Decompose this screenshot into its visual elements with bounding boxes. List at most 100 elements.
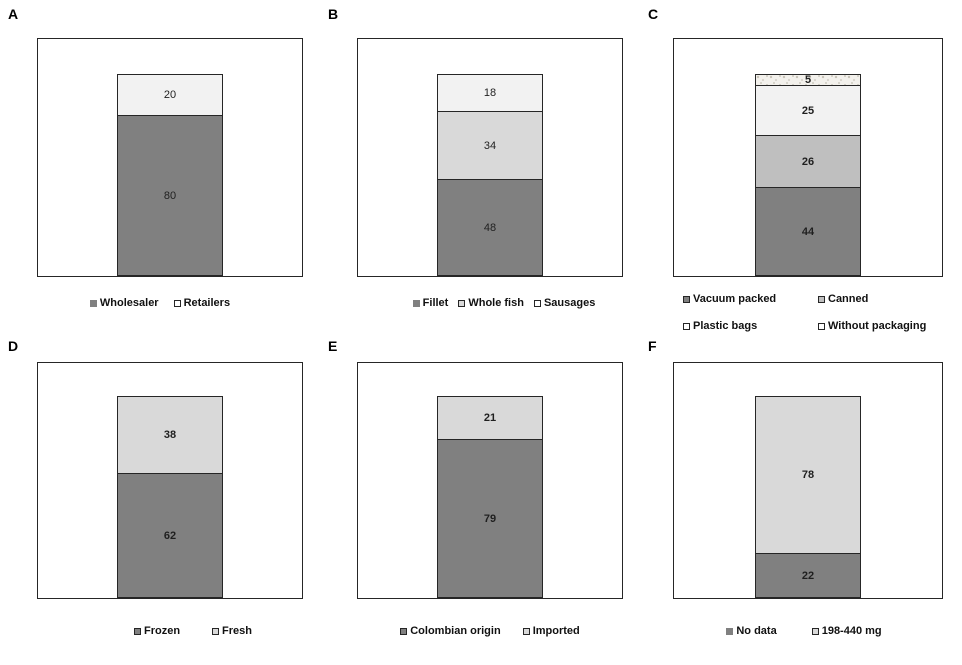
panel-b: B 18 34 48 Fillet Whole fish Sausages xyxy=(320,0,640,332)
plot-area: 21 79 xyxy=(357,362,623,599)
plot-area: 20 80 xyxy=(37,38,303,277)
legend-label-retailers: Retailers xyxy=(183,297,231,309)
segment-value-label: 22 xyxy=(801,569,815,582)
panel-f: F 78 22 No data 198-440 mg xyxy=(640,332,962,665)
legend-item-wholesaler: Wholesaler xyxy=(89,297,159,310)
panel-c: C 5 25 26 44 Vacuum packed Canned Plastic bags W… xyxy=(640,0,962,332)
bar-segment-colombian-origin: 79 xyxy=(438,439,542,597)
legend-label-sausages: Sausages xyxy=(543,297,596,309)
legend-item-whole-fish: Whole fish xyxy=(458,297,524,310)
segment-value-label: 26 xyxy=(801,155,815,168)
panel-e: E 21 79 Colombian origin Imported xyxy=(320,332,640,665)
legend-swatch-wholesaler xyxy=(89,300,97,307)
bar-segment-without-packaging: 5 xyxy=(756,74,860,86)
legend-item-canned: Canned xyxy=(818,293,868,306)
stacked-bar: 20 80 xyxy=(117,74,223,276)
bar-segment-sausages: 18 xyxy=(438,75,542,111)
bar-segment-imported: 21 xyxy=(438,397,542,439)
bar-segment-whole-fish: 34 xyxy=(438,111,542,179)
panel-d: D 38 62 Frozen Fresh xyxy=(0,332,320,665)
segment-value-label: 5 xyxy=(804,74,812,86)
legend: No data 198-440 mg xyxy=(643,625,962,638)
legend-swatch-fresh xyxy=(212,628,220,635)
legend-label-whole-fish: Whole fish xyxy=(468,297,524,309)
legend-row: Plastic bags Without packaging xyxy=(640,320,962,334)
segment-value-label: 78 xyxy=(801,469,815,481)
legend-item-vacuum-packed: Vacuum packed xyxy=(683,293,776,306)
legend-swatch-colombian-origin xyxy=(400,628,408,635)
bar-segment-fresh: 38 xyxy=(118,397,222,473)
legend-item-no-data: No data xyxy=(726,625,777,638)
legend-swatch-frozen xyxy=(133,628,141,635)
legend-swatch-sausages xyxy=(533,300,541,307)
legend: Colombian origin Imported xyxy=(330,625,650,638)
legend-item-198-440-mg: 198-440 mg xyxy=(811,625,882,638)
legend-label-wholesaler: Wholesaler xyxy=(99,297,159,309)
bar-segment-fillet: 48 xyxy=(438,179,542,275)
legend-label-fillet: Fillet xyxy=(422,297,449,309)
panel-letter: D xyxy=(8,338,19,354)
legend: Vacuum packed Canned Plastic bags Without p… xyxy=(640,0,962,332)
legend-item-plastic-bags: Plastic bags xyxy=(683,320,757,333)
legend-label-fresh: Fresh xyxy=(222,625,253,637)
segment-value-label: 34 xyxy=(483,139,497,152)
stacked-bar: 78 22 xyxy=(755,396,861,598)
legend-item-sausages: Sausages xyxy=(533,297,596,310)
panel-letter: B xyxy=(328,6,339,22)
legend-label-no-data: No data xyxy=(736,625,777,637)
segment-value-label: 62 xyxy=(163,529,177,542)
panel-a: A 20 80 Wholesaler Retailers xyxy=(0,0,320,332)
legend-row: Vacuum packed Canned xyxy=(640,293,962,307)
legend-swatch-198-440-mg xyxy=(811,628,819,635)
bar-segment-no-data: 22 xyxy=(756,553,860,597)
stacked-bar: 21 79 xyxy=(437,396,543,598)
segment-value-label: 20 xyxy=(163,89,177,101)
segment-value-label: 25 xyxy=(801,104,815,117)
legend: Fillet Whole fish Sausages xyxy=(344,297,664,310)
legend-swatch-plastic-bags xyxy=(683,323,690,330)
segment-value-label: 48 xyxy=(483,221,497,234)
segment-value-label: 79 xyxy=(483,512,497,525)
legend-label-vacuum-packed: Vacuum packed xyxy=(693,293,777,305)
stacked-bar: 38 62 xyxy=(117,396,223,598)
plot-area: 18 34 48 xyxy=(357,38,623,277)
legend: Frozen Fresh xyxy=(33,625,353,638)
segment-value-label: 80 xyxy=(163,189,177,202)
plot-area: 78 22 xyxy=(673,362,943,599)
legend-swatch-without-packaging xyxy=(818,323,825,330)
segment-value-label: 44 xyxy=(801,225,815,238)
legend-label-imported: Imported xyxy=(532,625,580,637)
legend-swatch-no-data xyxy=(726,628,734,635)
legend-swatch-fillet xyxy=(412,300,420,307)
segment-value-label: 38 xyxy=(163,429,177,441)
bar-segment-canned: 26 xyxy=(756,135,860,187)
legend-item-retailers: Retailers xyxy=(173,297,231,310)
panel-letter: C xyxy=(648,6,659,22)
legend-label-frozen: Frozen xyxy=(143,625,181,637)
legend-swatch-canned xyxy=(818,296,825,303)
legend-label-without-packaging: Without packaging xyxy=(828,320,927,332)
bar-segment-198-440-mg: 78 xyxy=(756,397,860,553)
legend-item-without-packaging: Without packaging xyxy=(818,320,926,333)
legend-item-frozen: Frozen xyxy=(133,625,181,638)
legend-item-colombian-origin: Colombian origin xyxy=(400,625,501,638)
legend-swatch-vacuum-packed xyxy=(683,296,690,303)
bar-segment-retailers: 20 xyxy=(118,75,222,115)
panel-letter: F xyxy=(648,338,657,354)
legend-item-imported: Imported xyxy=(522,625,580,638)
legend-item-fillet: Fillet xyxy=(412,297,449,310)
legend-swatch-imported xyxy=(522,628,530,635)
legend-swatch-retailers xyxy=(173,300,181,307)
bar-segment-vacuum-packed: 44 xyxy=(756,187,860,275)
stacked-bar: 5 25 26 44 xyxy=(755,74,861,276)
panel-letter: A xyxy=(8,6,19,22)
legend-swatch-whole-fish xyxy=(458,300,466,307)
bar-segment-wholesaler: 80 xyxy=(118,115,222,275)
legend-label-198-440-mg: 198-440 mg xyxy=(821,625,882,637)
legend-label-colombian-origin: Colombian origin xyxy=(410,625,501,637)
legend-label-plastic-bags: Plastic bags xyxy=(693,320,758,332)
bar-segment-plastic-bags: 25 xyxy=(756,85,860,135)
bar-segment-frozen: 62 xyxy=(118,473,222,597)
legend: Wholesaler Retailers xyxy=(0,297,320,310)
